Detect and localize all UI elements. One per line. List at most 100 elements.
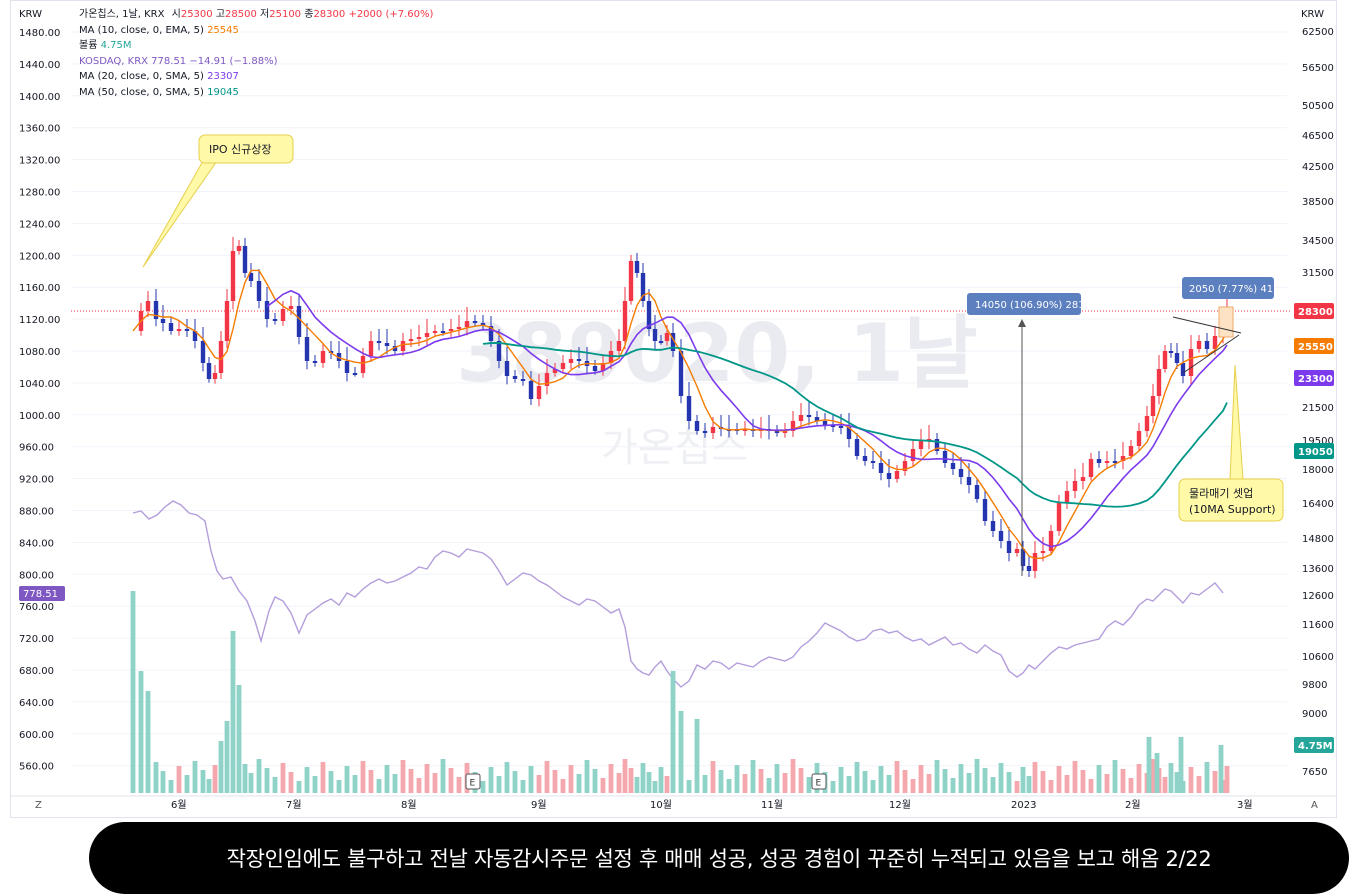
candle-body <box>1080 477 1086 481</box>
volume-bar <box>512 771 518 793</box>
candle-body <box>830 425 836 427</box>
volume-bar <box>145 691 151 793</box>
candle-body <box>634 261 640 273</box>
volume-bar <box>1150 759 1156 793</box>
volume-bar <box>664 776 670 793</box>
legend-value: 4.75M <box>100 40 132 51</box>
volume-bar <box>600 778 606 793</box>
kosdaq-badge <box>19 586 65 601</box>
left-axis-tick: 1480.00 <box>19 28 60 39</box>
candle-body <box>242 246 248 273</box>
candle-body <box>512 376 518 379</box>
candle-body <box>1064 491 1070 503</box>
volume-bar <box>328 771 334 793</box>
candle-body <box>368 341 374 356</box>
legend-value: 19045 <box>207 86 239 98</box>
candle-body <box>622 301 628 341</box>
volume-bar <box>212 765 218 793</box>
volume-bar <box>424 764 430 793</box>
volume-bar <box>926 774 932 793</box>
volume-bar <box>886 775 892 793</box>
right-axis-tick: 12600 <box>1302 591 1334 602</box>
volume-bar <box>1040 771 1046 793</box>
chart-panel[interactable]: 389020, 1날 가온칩스 1480.00 1440.00 1400.00 1360.… <box>10 0 1337 818</box>
open-value: 25300 <box>180 9 213 20</box>
candle-body <box>1112 461 1118 463</box>
left-axis-tick: 560.00 <box>19 762 54 773</box>
volume-bar <box>710 761 716 793</box>
volume-bar <box>806 777 812 793</box>
zoom-button[interactable]: Z <box>35 800 42 811</box>
candle-body <box>790 421 796 431</box>
legend-sma50[interactable]: MA (50, close, 0, SMA, 5) 19045 <box>79 85 433 101</box>
volume-bar <box>990 777 996 793</box>
candle-body <box>982 499 988 521</box>
candle-body <box>376 341 382 343</box>
candle-body <box>496 341 502 361</box>
volume-bar <box>1104 774 1110 793</box>
candle-body <box>640 273 646 301</box>
legend-value: 23307 <box>207 71 239 82</box>
legend-sma20[interactable]: MA (20, close, 0, SMA, 5) 23307 <box>79 69 433 85</box>
earnings-marker-label: E <box>470 779 476 789</box>
ipo-callout-label: IPO 신규상장 <box>209 143 272 156</box>
candle-body <box>360 356 366 373</box>
volume-bar <box>782 773 788 793</box>
volume-bar <box>846 776 852 793</box>
legend-ema10[interactable]: MA (10, close, 0, EMA, 5) 25545 <box>79 23 433 39</box>
price-chart[interactable]: 389020, 1날가온칩스1480.001440.001400.001360.… <box>11 1 1336 817</box>
volume-bar <box>496 776 502 793</box>
x-axis-tick: 12월 <box>889 799 911 811</box>
candle-body <box>416 337 422 339</box>
volume-bar <box>376 779 382 793</box>
volume-bar <box>718 770 724 793</box>
volume-bar <box>658 767 664 793</box>
volume-bar <box>168 780 174 793</box>
volume-bar <box>616 773 622 793</box>
volume-bar <box>456 777 462 793</box>
volume-bar <box>894 761 900 793</box>
volume-bar <box>966 773 972 793</box>
legend-label: KOSDAQ, KRX 778.51 −14.91 (−1.88%) <box>79 55 278 67</box>
volume-bar <box>544 761 550 793</box>
candle-body <box>1026 566 1032 571</box>
candle-body <box>686 396 692 421</box>
auto-scale-button[interactable]: A <box>1311 800 1318 811</box>
setup-callout-sublabel: (10MA Support) <box>1189 503 1276 516</box>
legend-label: MA (50, close, 0, SMA, 5) <box>79 86 204 98</box>
candle-body <box>902 461 908 471</box>
legend-kosdaq[interactable]: KOSDAQ, KRX 778.51 −14.91 (−1.88%) <box>79 54 433 70</box>
right-axis-tick: 46500 <box>1302 131 1334 142</box>
measure-arrow <box>1018 319 1026 327</box>
candle-body <box>1162 351 1168 369</box>
candle-body <box>854 439 860 456</box>
volume-bar <box>670 671 676 793</box>
left-axis-tick: 640.00 <box>19 698 54 709</box>
candle-body <box>1150 396 1156 416</box>
watermark-name: 가온칩스 <box>601 425 748 471</box>
candle-body <box>304 337 310 361</box>
kosdaq-badge-label: 778.51 <box>23 589 58 600</box>
volume-bar <box>236 685 242 793</box>
candle-body <box>256 281 262 301</box>
volume-bar <box>878 766 884 793</box>
left-axis-tick: 760.00 <box>19 602 54 613</box>
legend-volume[interactable]: 볼륨 4.75M <box>79 38 433 54</box>
volume-bar <box>1218 745 1224 793</box>
candle-body <box>1096 459 1102 463</box>
price-badge-label: 4.75M <box>1298 741 1333 752</box>
right-axis-tick: 10600 <box>1302 652 1334 663</box>
candle-body <box>886 473 892 479</box>
volume-bar <box>1020 767 1026 793</box>
candle-body <box>878 463 884 473</box>
x-axis-tick: 2월 <box>1125 799 1141 811</box>
candle-body <box>424 333 430 337</box>
right-axis-tick: 56500 <box>1302 63 1334 74</box>
candle-body <box>1032 553 1038 571</box>
volume-bar <box>218 741 224 793</box>
volume-bar <box>336 780 342 793</box>
caption-bar: 작장인임에도 불구하고 전날 자동감시주문 설정 후 매매 성공, 성공 경험이… <box>89 822 1349 894</box>
volume-bar <box>734 765 740 793</box>
symbol-row[interactable]: 가온칩스, 1날, KRX 시25300 고28500 저25100 종2830… <box>79 7 433 23</box>
volume-bar <box>686 780 692 793</box>
